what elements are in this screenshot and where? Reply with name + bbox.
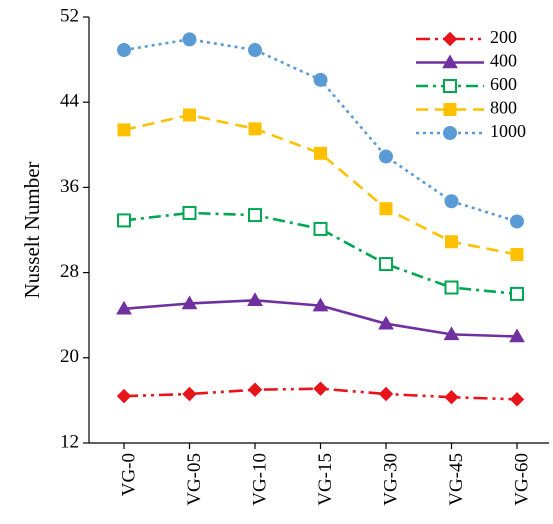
data-point-800: [314, 146, 327, 160]
legend-label: 800: [490, 98, 517, 118]
legend-entry-200: 200: [416, 27, 517, 47]
legend-label: 600: [490, 74, 517, 94]
data-point-1000: [117, 43, 131, 58]
series-400: [116, 292, 525, 343]
y-tick-label: 20: [60, 346, 79, 367]
data-point-800: [248, 122, 262, 136]
series-800: [117, 108, 524, 261]
data-point-800: [510, 247, 524, 261]
legend-marker: [443, 126, 457, 140]
y-tick-label: 36: [60, 176, 79, 197]
data-point-200: [247, 382, 263, 397]
legend-entry-400: 400: [416, 51, 517, 71]
data-point-400: [312, 297, 329, 312]
data-point-800: [117, 123, 131, 137]
data-point-600: [313, 221, 328, 236]
data-point-400: [116, 300, 132, 315]
x-tick-label: VG-15: [315, 453, 336, 506]
data-point-200: [182, 386, 197, 402]
data-point-600: [117, 213, 131, 228]
legend-marker: [442, 54, 458, 69]
data-point-1000: [248, 43, 262, 58]
data-point-200: [313, 381, 328, 396]
legend: 200 400 600 800 1000: [416, 27, 526, 141]
legend-marker: [442, 31, 458, 47]
legend-entry-800: 800: [416, 98, 517, 118]
data-point-400: [509, 328, 525, 343]
x-tick-label: VG-30: [380, 453, 401, 506]
legend-label: 200: [490, 27, 517, 47]
data-point-1000: [379, 149, 393, 164]
x-tick-label: VG-45: [446, 453, 467, 506]
data-point-400: [247, 292, 263, 307]
x-tick-label: VG-05: [184, 453, 205, 506]
data-point-800: [183, 108, 196, 122]
data-point-400: [181, 295, 198, 310]
data-point-600: [510, 286, 524, 301]
x-axis-ticks: VG-0 VG-05 VG-10 VG-15 VG-30 VG-45 VG-60: [118, 443, 532, 506]
y-tick-label: 12: [60, 431, 79, 452]
x-tick-label: VG-60: [511, 453, 532, 506]
data-point-200: [444, 389, 459, 405]
data-point-200: [116, 388, 132, 404]
data-point-400: [443, 326, 460, 341]
x-tick-label: VG-0: [118, 453, 139, 496]
legend-marker: [443, 103, 457, 116]
y-tick-label: 44: [60, 91, 80, 112]
plot-area: [88, 17, 549, 444]
y-tick-label: 28: [60, 261, 79, 282]
data-point-1000: [313, 72, 328, 87]
y-tick-label: 52: [60, 5, 79, 26]
series-line-1000: [123, 38, 518, 223]
legend-label: 400: [490, 51, 517, 71]
data-point-600: [444, 280, 459, 295]
data-point-1000: [510, 214, 524, 229]
data-point-200: [509, 392, 525, 407]
data-point-600: [182, 205, 197, 220]
series-layer: [116, 32, 525, 407]
data-point-600: [248, 208, 262, 223]
data-point-400: [378, 315, 394, 330]
data-point-600: [379, 257, 393, 272]
data-point-1000: [182, 32, 197, 47]
legend-label: 1000: [490, 121, 526, 141]
data-point-1000: [444, 194, 459, 209]
legend-entry-600: 600: [416, 74, 517, 94]
x-tick-label: VG-10: [249, 453, 270, 506]
legend-entry-1000: 1000: [416, 121, 526, 141]
legend-marker: [443, 79, 457, 93]
series-1000: [117, 32, 524, 229]
data-point-200: [378, 386, 394, 402]
y-axis-label: Nusselt Number: [20, 161, 44, 298]
series-200: [116, 381, 525, 407]
data-point-800: [445, 235, 458, 249]
data-point-800: [379, 202, 393, 216]
y-axis-ticks: 12 20 28 36 44 52: [60, 5, 89, 452]
series-600: [117, 205, 524, 301]
